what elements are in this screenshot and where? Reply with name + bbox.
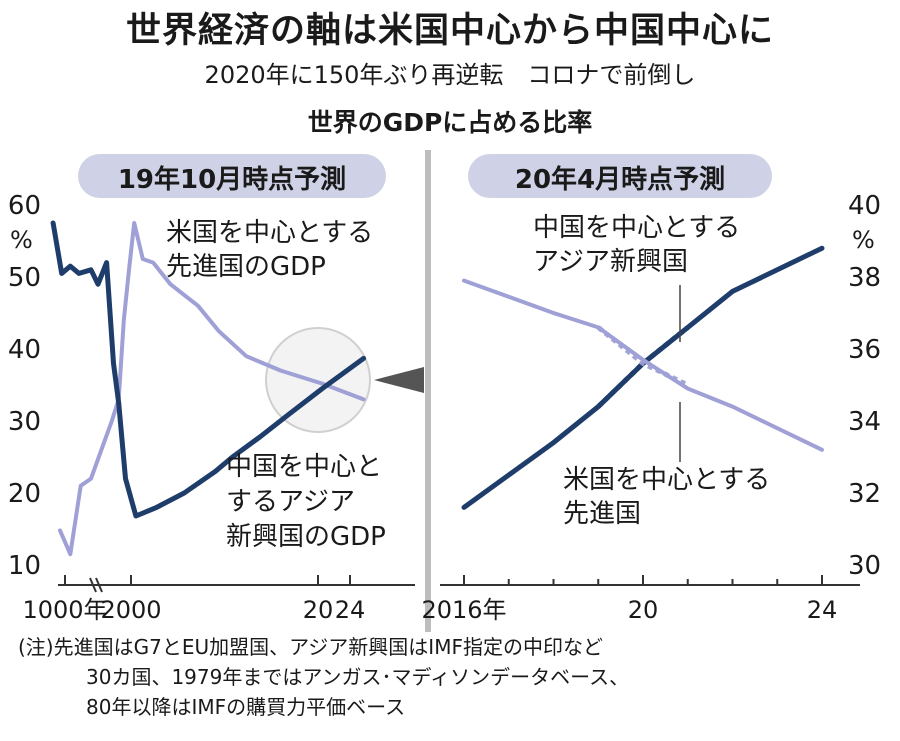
series-label-advanced-right: 米国を中心とする <box>563 465 770 495</box>
advanced-economies-line-right <box>462 278 824 452</box>
x-tick-label-right: 2016年 <box>421 596 506 624</box>
footnote-line-3: 80年以降はIMFの購買力平価ベース <box>86 695 406 719</box>
emerging-asia-line-left <box>50 220 367 519</box>
y-tick-label-right: 40 <box>848 191 881 221</box>
y-tick-label-left: 10 <box>8 551 41 581</box>
x-tick-label-right: 24 <box>807 596 838 624</box>
chart-title: 世界経済の軸は米国中心から中国中心に <box>125 11 774 51</box>
panel-label-pill <box>468 154 772 198</box>
axis-break-mark <box>89 577 97 593</box>
y-tick-label-left: 40 <box>8 335 41 365</box>
x-tick-label-right: 20 <box>628 596 659 624</box>
series-label-emerging-left: 新興国のGDP <box>226 522 386 552</box>
y-tick-label-left: 20 <box>8 479 41 509</box>
y-tick-label-left: 30 <box>8 407 41 437</box>
advanced-economies-dotted-forecast <box>596 325 689 388</box>
y-tick-label-left: 60 <box>8 191 41 221</box>
series-label-emerging-right: アジア新興国 <box>533 247 688 277</box>
series-label-emerging-left: 中国を中心と <box>226 452 382 482</box>
footnote-line-1: (注)先進国はG7とEU加盟国、アジア新興国はIMF指定の中印など <box>18 635 603 659</box>
y-tick-label-left: 50 <box>8 263 41 293</box>
panel-label-left: 19年10月時点予測 <box>118 164 346 195</box>
series-label-advanced-right: 先進国 <box>563 499 641 529</box>
zoom-circle <box>265 327 371 433</box>
panel-label-pill <box>78 154 386 198</box>
zoom-arrow <box>374 367 424 393</box>
emerging-asia-dotted-forecast <box>596 325 690 409</box>
panel-label-right: 20年4月時点予測 <box>515 164 725 195</box>
chart-heading: 世界のGDPに占める比率 <box>307 108 593 137</box>
x-tick-label-left: 2000 <box>100 596 161 624</box>
y-unit-right: % <box>852 226 875 254</box>
x-tick-label-left: 1000年 <box>22 596 107 624</box>
series-label-emerging-right: 中国を中心とする <box>533 213 740 243</box>
y-tick-label-right: 30 <box>848 551 881 581</box>
y-tick-label-right: 32 <box>848 479 881 509</box>
axis-break-mark <box>95 577 103 593</box>
y-tick-label-right: 38 <box>848 263 881 293</box>
x-tick-label-left: 24 <box>335 596 366 624</box>
footnote-line-2: 30カ国、1979年まではアンガス･マディソンデータベース、 <box>86 665 630 689</box>
series-label-advanced-left: 先進国のGDP <box>166 252 326 282</box>
y-tick-label-right: 34 <box>848 407 881 437</box>
y-tick-label-right: 36 <box>848 335 881 365</box>
series-label-emerging-left: するアジア <box>226 487 355 517</box>
x-tick-label-left: 20 <box>303 596 334 624</box>
y-unit-left: % <box>10 226 33 254</box>
advanced-economies-line-left <box>58 221 366 557</box>
series-label-advanced-left: 米国を中心とする <box>166 218 373 248</box>
chart-subtitle: 2020年に150年ぶり再逆転 コロナで前倒し <box>204 61 696 89</box>
